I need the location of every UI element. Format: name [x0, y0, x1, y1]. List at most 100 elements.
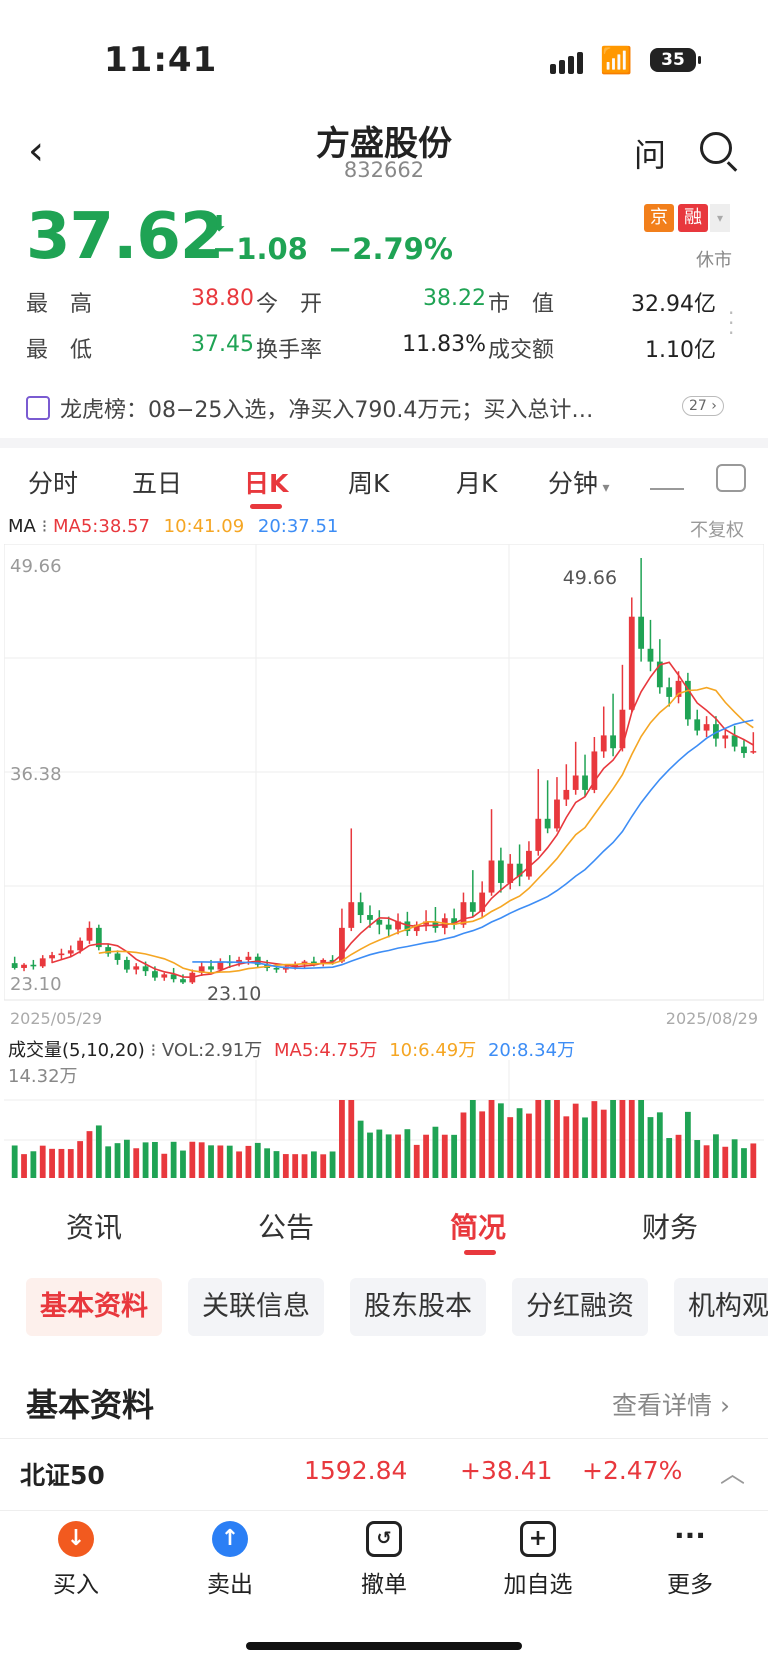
tag-expand-icon[interactable]: ▾: [710, 204, 730, 232]
volume-bar: [656, 1112, 663, 1178]
candle-body: [357, 902, 364, 916]
volume-bar: [413, 1144, 420, 1178]
candle-body: [367, 915, 373, 920]
chevron-up-icon[interactable]: ︿: [720, 1459, 746, 1488]
candle-body: [49, 955, 55, 959]
min-price-marker: 23.10: [207, 983, 261, 1005]
active-tab-indicator: [464, 1250, 496, 1255]
tab-financials[interactable]: 财务: [642, 1211, 699, 1244]
change-value: −1.08: [212, 232, 308, 266]
adjust-mode[interactable]: 不复权: [690, 520, 744, 541]
ma20-value: 20:37.51: [257, 516, 339, 537]
tab-announcements[interactable]: 公告: [258, 1211, 315, 1244]
volume-bar: [722, 1146, 729, 1178]
chip-institutions[interactable]: 机构观: [674, 1278, 768, 1336]
candle-body: [142, 966, 149, 972]
kline-chart[interactable]: 49.66 36.38 23.10 2025/05/29 2025/08/29 …: [4, 544, 764, 1050]
arrow-up-icon: ↑: [212, 1521, 248, 1557]
chart-period-tabs: 分时 五日 日K 周K 月K 分钟 ▾: [0, 448, 768, 510]
dragon-tiger-count[interactable]: 27 ›: [682, 396, 724, 416]
candle-body: [516, 863, 523, 877]
candle-body: [30, 964, 37, 967]
tag-rong[interactable]: 融: [678, 204, 708, 232]
view-details-link[interactable]: 查看详情 ›: [612, 1391, 730, 1420]
tab-intraday[interactable]: 分时: [28, 469, 79, 498]
add-watchlist-button[interactable]: + 加自选: [488, 1521, 588, 1599]
add-watchlist-icon: +: [520, 1521, 556, 1557]
candle-body: [591, 751, 598, 790]
volume-bar: [152, 1141, 158, 1178]
candle-body: [666, 687, 673, 697]
candle-body: [638, 616, 645, 649]
chart-trend-icon: [26, 396, 50, 420]
candle-body: [292, 964, 299, 967]
volume-chart[interactable]: [4, 1060, 764, 1180]
volume-bar: [329, 1151, 336, 1178]
volume-bar: [451, 1134, 458, 1178]
candle-body: [703, 724, 710, 731]
open-value: 38.22: [423, 286, 486, 311]
volume-bar: [507, 1117, 514, 1178]
volume-bar: [469, 1100, 476, 1178]
dragon-tiger-text[interactable]: 龙虎榜：08−25入选，净买入790.4万元；买入总计…: [60, 398, 594, 423]
y-tick-label: 36.38: [10, 764, 62, 785]
volume-label[interactable]: 成交量(5,10,20): [8, 1040, 145, 1061]
cancel-order-button[interactable]: ↺ 撤单: [334, 1521, 434, 1599]
candle-body: [123, 959, 130, 970]
candle-body: [376, 919, 383, 925]
section-tabs: 资讯 公告 简况 财务: [0, 1196, 768, 1260]
candle-body: [694, 719, 701, 731]
wifi-icon: 📶: [600, 46, 633, 76]
cancel-order-label: 撤单: [361, 1572, 407, 1598]
back-button[interactable]: ‹: [28, 128, 44, 174]
candle-body: [133, 966, 140, 970]
divider: [0, 438, 768, 448]
candle-body: [554, 799, 560, 829]
candle-body: [395, 921, 401, 930]
candle-body: [497, 860, 504, 883]
candle-body: [563, 789, 570, 800]
tab-weekly-k[interactable]: 周K: [348, 469, 390, 498]
candle-body: [582, 775, 588, 790]
candle-body: [152, 971, 158, 978]
sell-button[interactable]: ↑ 卖出: [180, 1521, 280, 1599]
volume-bars: [11, 1100, 757, 1178]
volume-bar: [591, 1101, 598, 1178]
chip-related-info[interactable]: 关联信息: [188, 1278, 324, 1336]
chip-shareholders[interactable]: 股东股本: [350, 1278, 486, 1336]
volume-bar: [684, 1111, 691, 1178]
market-status: 休市: [696, 250, 732, 271]
chip-basic-info[interactable]: 基本资料: [26, 1278, 162, 1336]
tab-minute[interactable]: 分钟 ▾: [548, 464, 610, 500]
candle-body: [105, 947, 112, 954]
volume-bar: [21, 1154, 27, 1178]
more-stats-icon[interactable]: · · ·: [728, 301, 735, 345]
indicator-settings-icon[interactable]: [650, 466, 684, 490]
candle-body: [507, 863, 514, 883]
volume-bar: [105, 1146, 112, 1178]
ma-label[interactable]: MA: [8, 516, 36, 537]
tag-jing[interactable]: 京: [644, 204, 674, 232]
volume-bar: [310, 1151, 317, 1178]
hexagon-settings-icon[interactable]: [716, 464, 746, 492]
more-button[interactable]: ··· 更多: [640, 1521, 740, 1599]
tab-monthly-k[interactable]: 月K: [456, 469, 498, 498]
volume-bar: [675, 1134, 682, 1178]
tab-news[interactable]: 资讯: [66, 1211, 123, 1244]
volume-bar: [694, 1140, 701, 1178]
volume-bar: [49, 1148, 55, 1178]
buy-button[interactable]: ↓ 买入: [26, 1521, 126, 1599]
candle-body: [95, 927, 102, 948]
index-value: 1592.84: [304, 1456, 408, 1485]
volume-bar: [600, 1109, 607, 1178]
search-icon[interactable]: [700, 132, 732, 164]
active-tab-indicator: [250, 504, 282, 509]
tab-five-day[interactable]: 五日: [132, 469, 183, 498]
ask-button[interactable]: 问: [634, 136, 667, 174]
tab-overview[interactable]: 简况: [450, 1211, 507, 1244]
mcap-value: 32.94亿: [631, 292, 716, 317]
tab-daily-k[interactable]: 日K: [244, 469, 289, 498]
chip-dividends[interactable]: 分红融资: [512, 1278, 648, 1336]
add-watchlist-label: 加自选: [503, 1572, 573, 1598]
volume-bar: [170, 1141, 177, 1178]
